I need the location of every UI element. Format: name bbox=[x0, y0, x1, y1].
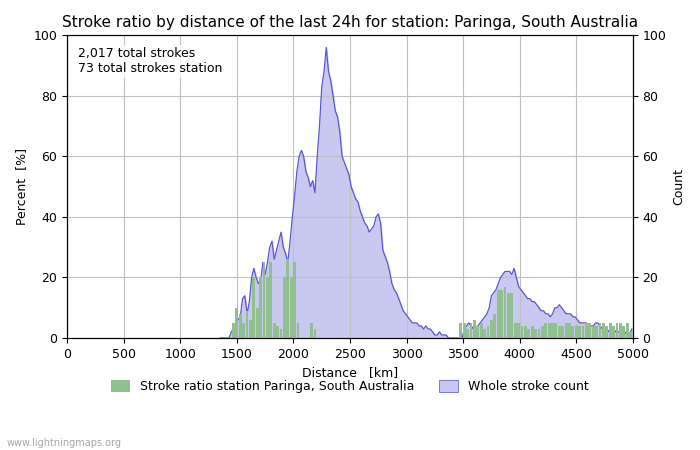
Bar bbox=[612, 326, 615, 338]
Bar bbox=[561, 326, 564, 338]
Bar bbox=[598, 323, 601, 338]
Bar bbox=[602, 323, 605, 338]
Bar bbox=[497, 290, 500, 338]
Bar bbox=[514, 323, 517, 338]
Y-axis label: Percent  [%]: Percent [%] bbox=[15, 148, 28, 225]
Bar bbox=[473, 320, 476, 338]
Bar bbox=[483, 329, 486, 338]
Bar bbox=[477, 326, 480, 338]
Bar bbox=[242, 323, 245, 338]
Bar bbox=[466, 329, 469, 338]
Bar bbox=[568, 323, 571, 338]
Bar bbox=[503, 287, 506, 338]
Bar bbox=[266, 278, 269, 338]
Bar bbox=[293, 262, 296, 338]
Text: 2,017 total strokes
73 total strokes station: 2,017 total strokes 73 total strokes sta… bbox=[78, 47, 223, 76]
Bar bbox=[286, 259, 289, 338]
Bar bbox=[246, 311, 248, 338]
Bar bbox=[459, 323, 462, 338]
Bar bbox=[592, 326, 595, 338]
Bar bbox=[290, 278, 293, 338]
Bar bbox=[494, 314, 496, 338]
Bar bbox=[486, 326, 489, 338]
Bar bbox=[585, 323, 588, 338]
Bar bbox=[527, 329, 530, 338]
Bar bbox=[534, 329, 537, 338]
Bar bbox=[249, 320, 252, 338]
Bar bbox=[297, 323, 300, 338]
Bar bbox=[565, 323, 568, 338]
Bar bbox=[541, 326, 544, 338]
Bar bbox=[279, 329, 282, 338]
Bar bbox=[571, 326, 574, 338]
Bar bbox=[521, 326, 524, 338]
Bar bbox=[239, 314, 241, 338]
Bar bbox=[609, 323, 612, 338]
Bar bbox=[619, 323, 622, 338]
Bar bbox=[517, 323, 520, 338]
Bar bbox=[510, 292, 513, 338]
Bar bbox=[490, 320, 493, 338]
Bar bbox=[276, 326, 279, 338]
Bar bbox=[470, 323, 473, 338]
Bar bbox=[626, 323, 629, 338]
Bar bbox=[545, 323, 547, 338]
Bar bbox=[589, 323, 591, 338]
Bar bbox=[270, 262, 272, 338]
Bar bbox=[463, 323, 466, 338]
Bar bbox=[310, 323, 313, 338]
Bar bbox=[629, 332, 632, 338]
Bar bbox=[256, 308, 258, 338]
Bar bbox=[235, 308, 238, 338]
Bar bbox=[262, 262, 265, 338]
Bar bbox=[500, 290, 503, 338]
Bar bbox=[554, 323, 557, 338]
Text: www.lightningmaps.org: www.lightningmaps.org bbox=[7, 437, 122, 447]
Bar bbox=[575, 326, 577, 338]
Bar bbox=[480, 323, 483, 338]
Bar bbox=[538, 329, 540, 338]
Bar bbox=[606, 326, 608, 338]
Bar bbox=[507, 292, 510, 338]
Bar bbox=[615, 323, 618, 338]
Bar bbox=[531, 326, 533, 338]
Bar bbox=[551, 323, 554, 338]
Bar bbox=[558, 326, 561, 338]
Bar bbox=[578, 326, 581, 338]
X-axis label: Distance   [km]: Distance [km] bbox=[302, 366, 398, 379]
Bar bbox=[314, 329, 316, 338]
Bar bbox=[283, 278, 286, 338]
Bar bbox=[547, 323, 550, 338]
Bar bbox=[595, 326, 598, 338]
Bar bbox=[273, 323, 276, 338]
Bar bbox=[524, 326, 527, 338]
Y-axis label: Count: Count bbox=[672, 168, 685, 205]
Bar bbox=[622, 326, 625, 338]
Legend: Stroke ratio station Paringa, South Australia, Whole stroke count: Stroke ratio station Paringa, South Aust… bbox=[106, 375, 594, 398]
Bar bbox=[253, 278, 256, 338]
Bar bbox=[232, 323, 235, 338]
Bar bbox=[582, 326, 584, 338]
Title: Stroke ratio by distance of the last 24h for station: Paringa, South Australia: Stroke ratio by distance of the last 24h… bbox=[62, 15, 638, 30]
Bar bbox=[259, 278, 262, 338]
